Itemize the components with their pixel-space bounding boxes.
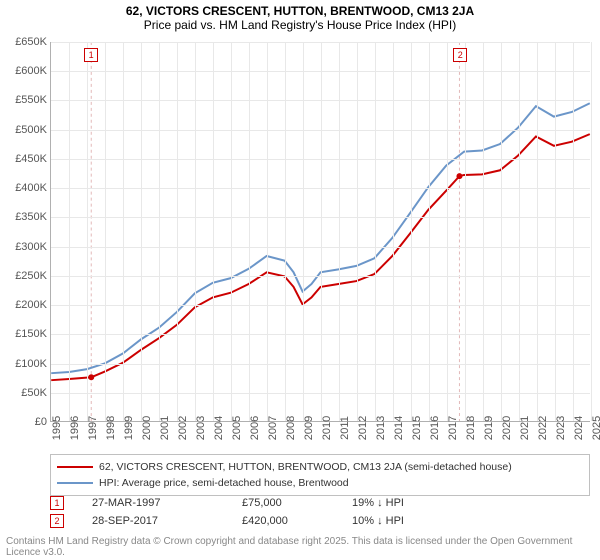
chart-marker: 1 — [84, 48, 98, 62]
gridline-v — [465, 42, 466, 421]
gridline-v — [411, 42, 412, 421]
gridline-v — [105, 42, 106, 421]
chart-container: 62, VICTORS CRESCENT, HUTTON, BRENTWOOD,… — [0, 0, 600, 560]
y-axis-label: £150K — [5, 328, 47, 340]
legend-item: 62, VICTORS CRESCENT, HUTTON, BRENTWOOD,… — [57, 459, 583, 475]
gridline-v — [69, 42, 70, 421]
chart-title: 62, VICTORS CRESCENT, HUTTON, BRENTWOOD,… — [0, 0, 600, 32]
tx-diff: 10% ↓ HPI — [352, 515, 462, 527]
tx-date: 27-MAR-1997 — [92, 497, 242, 509]
gridline-v — [429, 42, 430, 421]
legend-swatch — [57, 482, 93, 484]
tx-date: 28-SEP-2017 — [92, 515, 242, 527]
gridline-v — [159, 42, 160, 421]
tx-marker: 1 — [50, 496, 64, 510]
gridline-v — [555, 42, 556, 421]
gridline-v — [141, 42, 142, 421]
footer-attribution: Contains HM Land Registry data © Crown c… — [6, 536, 600, 558]
gridline-v — [249, 42, 250, 421]
gridline-v — [87, 42, 88, 421]
y-axis-label: £550K — [5, 94, 47, 106]
gridline-v — [591, 42, 592, 421]
gridline-v — [519, 42, 520, 421]
plot-area: £0£50K£100K£150K£200K£250K£300K£350K£400… — [50, 42, 590, 422]
gridline-v — [501, 42, 502, 421]
gridline-v — [303, 42, 304, 421]
gridline-v — [357, 42, 358, 421]
y-axis-label: £650K — [5, 36, 47, 48]
x-axis-label: 2025 — [591, 416, 600, 440]
gridline-v — [375, 42, 376, 421]
legend-swatch — [57, 466, 93, 468]
y-axis-label: £200K — [5, 299, 47, 311]
table-row: 1 27-MAR-1997 £75,000 19% ↓ HPI — [50, 494, 590, 512]
tx-marker: 2 — [50, 514, 64, 528]
y-axis-label: £100K — [5, 358, 47, 370]
y-axis-label: £500K — [5, 124, 47, 136]
gridline-v — [213, 42, 214, 421]
legend-label: 62, VICTORS CRESCENT, HUTTON, BRENTWOOD,… — [99, 461, 512, 473]
gridline-v — [339, 42, 340, 421]
gridline-v — [483, 42, 484, 421]
y-axis-label: £600K — [5, 65, 47, 77]
gridline-v — [573, 42, 574, 421]
title-subtitle: Price paid vs. HM Land Registry's House … — [0, 18, 600, 32]
chart-marker: 2 — [453, 48, 467, 62]
gridline-v — [267, 42, 268, 421]
legend: 62, VICTORS CRESCENT, HUTTON, BRENTWOOD,… — [50, 454, 590, 496]
gridline-v — [231, 42, 232, 421]
y-axis-label: £450K — [5, 153, 47, 165]
gridline-v — [195, 42, 196, 421]
y-axis-label: £400K — [5, 182, 47, 194]
tx-price: £75,000 — [242, 497, 352, 509]
gridline-v — [537, 42, 538, 421]
gridline-v — [285, 42, 286, 421]
legend-label: HPI: Average price, semi-detached house,… — [99, 477, 349, 489]
y-axis-label: £50K — [5, 387, 47, 399]
y-axis-label: £0 — [5, 416, 47, 428]
y-axis-label: £250K — [5, 270, 47, 282]
gridline-v — [177, 42, 178, 421]
y-axis-label: £350K — [5, 211, 47, 223]
tx-price: £420,000 — [242, 515, 352, 527]
legend-item: HPI: Average price, semi-detached house,… — [57, 475, 583, 491]
gridline-v — [447, 42, 448, 421]
gridline-v — [321, 42, 322, 421]
gridline-v — [123, 42, 124, 421]
table-row: 2 28-SEP-2017 £420,000 10% ↓ HPI — [50, 512, 590, 530]
title-address: 62, VICTORS CRESCENT, HUTTON, BRENTWOOD,… — [0, 4, 600, 18]
gridline-v — [393, 42, 394, 421]
y-axis-label: £300K — [5, 241, 47, 253]
transactions-table: 1 27-MAR-1997 £75,000 19% ↓ HPI 2 28-SEP… — [50, 494, 590, 530]
tx-diff: 19% ↓ HPI — [352, 497, 462, 509]
